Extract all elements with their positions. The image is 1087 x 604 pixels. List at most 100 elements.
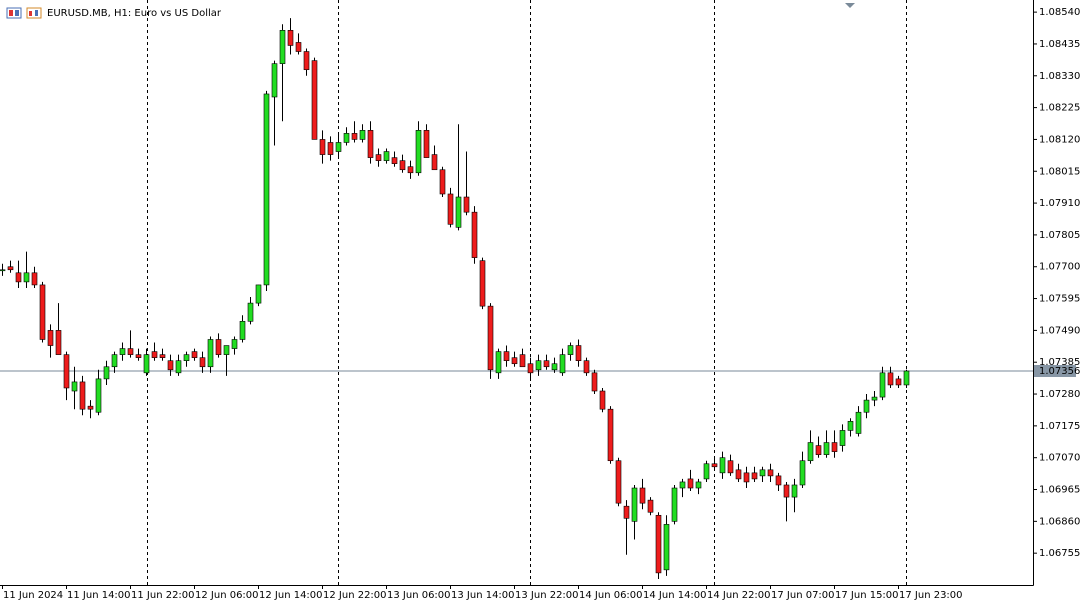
x-tick-label: 13 Jun 06:00: [387, 590, 451, 601]
x-tick-label: 12 Jun 22:00: [323, 590, 387, 601]
candle-body: [359, 130, 366, 140]
candle-body: [247, 302, 254, 322]
candle-body: [191, 351, 198, 358]
candle-body: [271, 63, 278, 98]
candle-body: [127, 348, 134, 355]
last-price-tag: [1034, 365, 1076, 378]
candle-body: [367, 130, 374, 158]
candle-body: [583, 360, 590, 374]
candle-body: [31, 272, 38, 286]
candle-body: [207, 339, 214, 368]
candle-body: [735, 469, 742, 480]
candle-body: [47, 330, 54, 346]
candle-body: [631, 487, 638, 522]
candle-body: [791, 484, 798, 498]
candle-body: [71, 381, 78, 392]
candle-body: [695, 481, 702, 489]
day-separators: [147, 0, 907, 585]
candle-body: [847, 421, 854, 431]
candles: [0, 18, 910, 579]
candle-body: [343, 133, 350, 143]
candle-body: [743, 472, 750, 483]
candle-body: [335, 142, 342, 152]
candle-body: [647, 499, 654, 513]
x-tick-label: 12 Jun 06:00: [195, 590, 259, 601]
candle-body: [383, 151, 390, 161]
candle-body: [103, 366, 110, 380]
candle-body: [55, 330, 62, 355]
candle-body: [135, 354, 142, 358]
icon: [29, 11, 32, 16]
candle-body: [407, 166, 414, 174]
x-tick-label: 12 Jun 14:00: [259, 590, 323, 601]
candle-body: [559, 354, 566, 374]
candle-body: [87, 405, 94, 410]
last-price-label: 1.07356: [1039, 366, 1080, 377]
candle-body: [599, 390, 606, 410]
candle-body: [783, 484, 790, 498]
y-tick-label: 1.08120: [1039, 134, 1080, 145]
candle-body: [7, 266, 14, 271]
candle-body: [767, 469, 774, 477]
shift-marker: [845, 3, 855, 8]
x-tick-label: 11 Jun 2024: [3, 590, 63, 601]
candle-body: [535, 360, 542, 371]
y-tick-label: 1.06860: [1039, 516, 1080, 527]
candle-body: [279, 30, 286, 64]
candle-body: [751, 472, 758, 480]
candle-body: [719, 457, 726, 474]
candle-body: [471, 211, 478, 258]
y-tick-label: 1.07490: [1039, 325, 1080, 336]
candle-body: [519, 354, 526, 368]
candle-body: [111, 354, 118, 368]
x-tick-label: 13 Jun 22:00: [515, 590, 579, 601]
y-tick-label: 1.07910: [1039, 198, 1080, 209]
candle-body: [703, 463, 710, 480]
candle-body: [431, 154, 438, 171]
candle-body: [143, 354, 150, 374]
candle-body: [175, 360, 182, 374]
y-tick-label: 1.07805: [1039, 230, 1080, 241]
icon: [15, 10, 19, 16]
candle-body: [863, 399, 870, 413]
candle-body: [575, 345, 582, 361]
candle-body: [151, 351, 158, 358]
y-tick-label: 1.07175: [1039, 421, 1080, 432]
candle-body: [215, 339, 222, 355]
x-tick-label: 17 Jun 15:00: [835, 590, 899, 601]
candle-body: [415, 130, 422, 174]
candle-body: [663, 524, 670, 571]
candle-body: [855, 411, 862, 434]
candle-body: [23, 272, 30, 283]
y-tick-label: 1.07385: [1039, 357, 1080, 368]
candle-body: [63, 354, 70, 389]
candle-body: [655, 514, 662, 574]
y-tick-label: 1.07280: [1039, 389, 1080, 400]
candle-body: [39, 284, 46, 340]
candle-body: [351, 133, 358, 140]
candle-body: [295, 42, 302, 52]
candle-body: [239, 320, 246, 340]
y-tick-label: 1.07070: [1039, 453, 1080, 464]
candle-body: [511, 357, 518, 365]
candle-body: [503, 351, 510, 361]
icon: [6, 7, 22, 19]
candle-body: [831, 442, 838, 452]
icon: [35, 10, 38, 16]
candle-body: [439, 169, 446, 195]
candle-body: [231, 339, 238, 349]
header: EURUSD.MB, H1: Euro vs US Dollar: [6, 7, 222, 19]
candle-body: [759, 469, 766, 477]
candle-body: [527, 363, 534, 374]
candle-body: [0, 269, 6, 272]
y-tick-label: 1.08540: [1039, 7, 1080, 18]
candle-body: [447, 193, 454, 225]
candle-body: [543, 360, 550, 368]
candle-body: [199, 357, 206, 368]
x-tick-label: 17 Jun 23:00: [899, 590, 963, 601]
candle-body: [391, 157, 398, 164]
x-tick-label: 11 Jun 14:00: [67, 590, 131, 601]
candle-body: [167, 360, 174, 371]
candle-body: [327, 142, 334, 155]
